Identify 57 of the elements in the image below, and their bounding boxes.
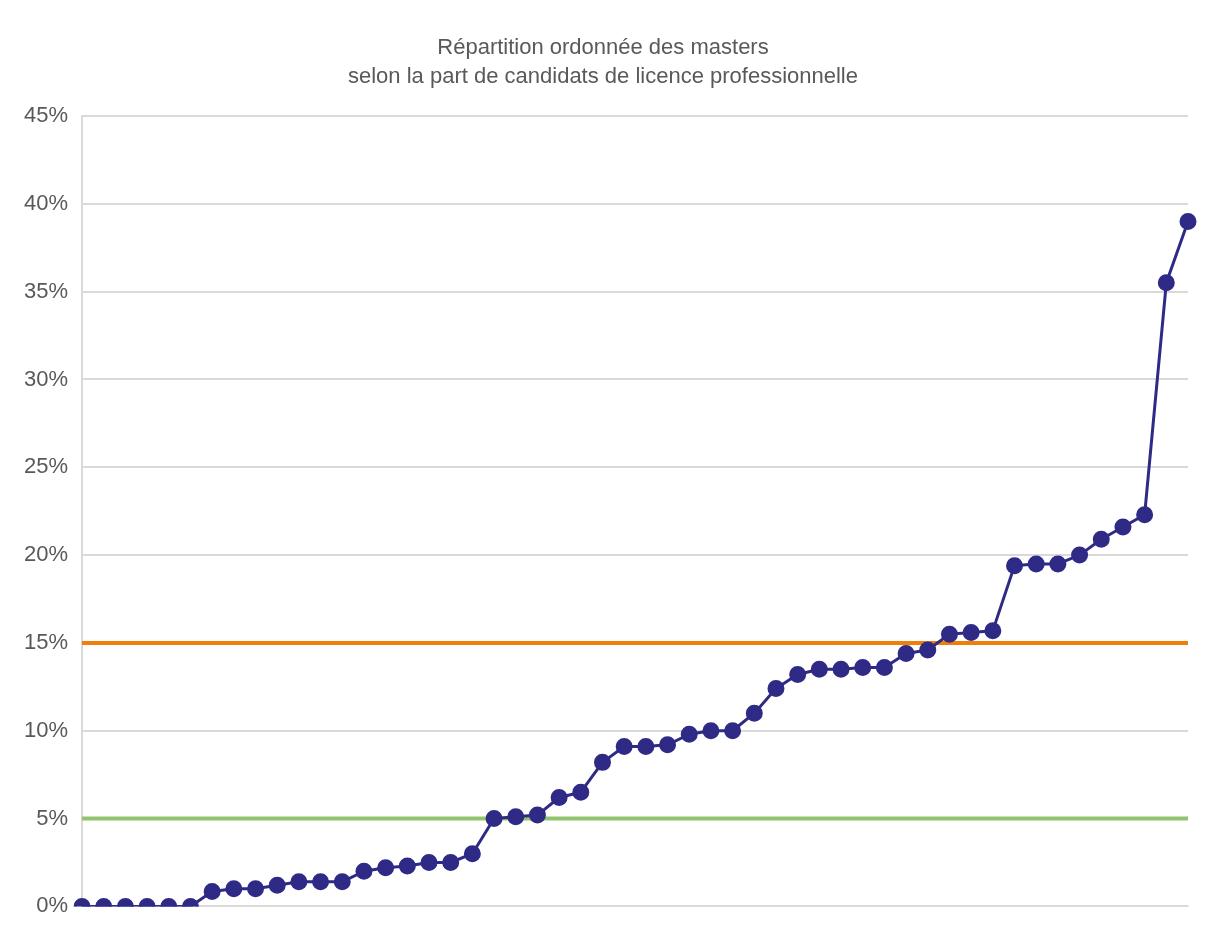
point bbox=[789, 666, 807, 684]
point bbox=[1049, 555, 1067, 573]
point bbox=[420, 853, 438, 871]
y-tick-label: 10% bbox=[23, 716, 69, 742]
point bbox=[1071, 546, 1089, 564]
y-tick-label: 45% bbox=[23, 102, 69, 128]
point bbox=[680, 725, 698, 743]
point bbox=[615, 738, 633, 756]
point bbox=[810, 660, 828, 678]
y-tick-label: 0% bbox=[36, 892, 69, 918]
point bbox=[832, 660, 850, 678]
point bbox=[203, 882, 221, 900]
point bbox=[940, 625, 958, 643]
point bbox=[854, 659, 872, 677]
point bbox=[528, 806, 546, 824]
point bbox=[398, 857, 416, 875]
point bbox=[637, 738, 655, 756]
point bbox=[333, 873, 351, 891]
y-tick-label: 40% bbox=[23, 189, 69, 215]
y-tick-label: 35% bbox=[23, 277, 69, 303]
y-tick-label: 5% bbox=[36, 804, 69, 830]
point bbox=[767, 680, 785, 698]
point bbox=[1114, 518, 1132, 536]
point bbox=[507, 808, 525, 826]
point bbox=[724, 722, 742, 740]
point bbox=[702, 722, 720, 740]
point bbox=[1136, 506, 1154, 524]
chart-title: Répartition ordonnée des masters selon la part de candidats de licence professionnelle bbox=[347, 33, 859, 90]
point bbox=[962, 623, 980, 641]
point bbox=[1179, 212, 1197, 230]
point bbox=[355, 862, 373, 880]
point bbox=[1006, 557, 1024, 575]
y-tick-label: 20% bbox=[23, 541, 69, 567]
point bbox=[550, 789, 568, 806]
point bbox=[875, 659, 893, 677]
y-tick-label: 15% bbox=[23, 629, 69, 654]
y-tick-label: 30% bbox=[23, 365, 69, 391]
point bbox=[463, 845, 481, 863]
point bbox=[1027, 555, 1045, 573]
point bbox=[1092, 530, 1110, 548]
point bbox=[312, 873, 330, 891]
point bbox=[659, 736, 677, 754]
point bbox=[593, 753, 611, 771]
point bbox=[268, 876, 286, 894]
point bbox=[225, 880, 243, 898]
point bbox=[984, 622, 1002, 640]
point bbox=[377, 859, 395, 877]
point bbox=[247, 880, 265, 898]
point bbox=[1157, 274, 1175, 292]
point bbox=[485, 810, 503, 828]
y-tick-label: 25% bbox=[23, 453, 69, 479]
point bbox=[290, 873, 308, 891]
point bbox=[745, 704, 763, 722]
point bbox=[919, 641, 937, 659]
point bbox=[572, 783, 590, 801]
point bbox=[897, 644, 915, 662]
point bbox=[442, 853, 460, 871]
